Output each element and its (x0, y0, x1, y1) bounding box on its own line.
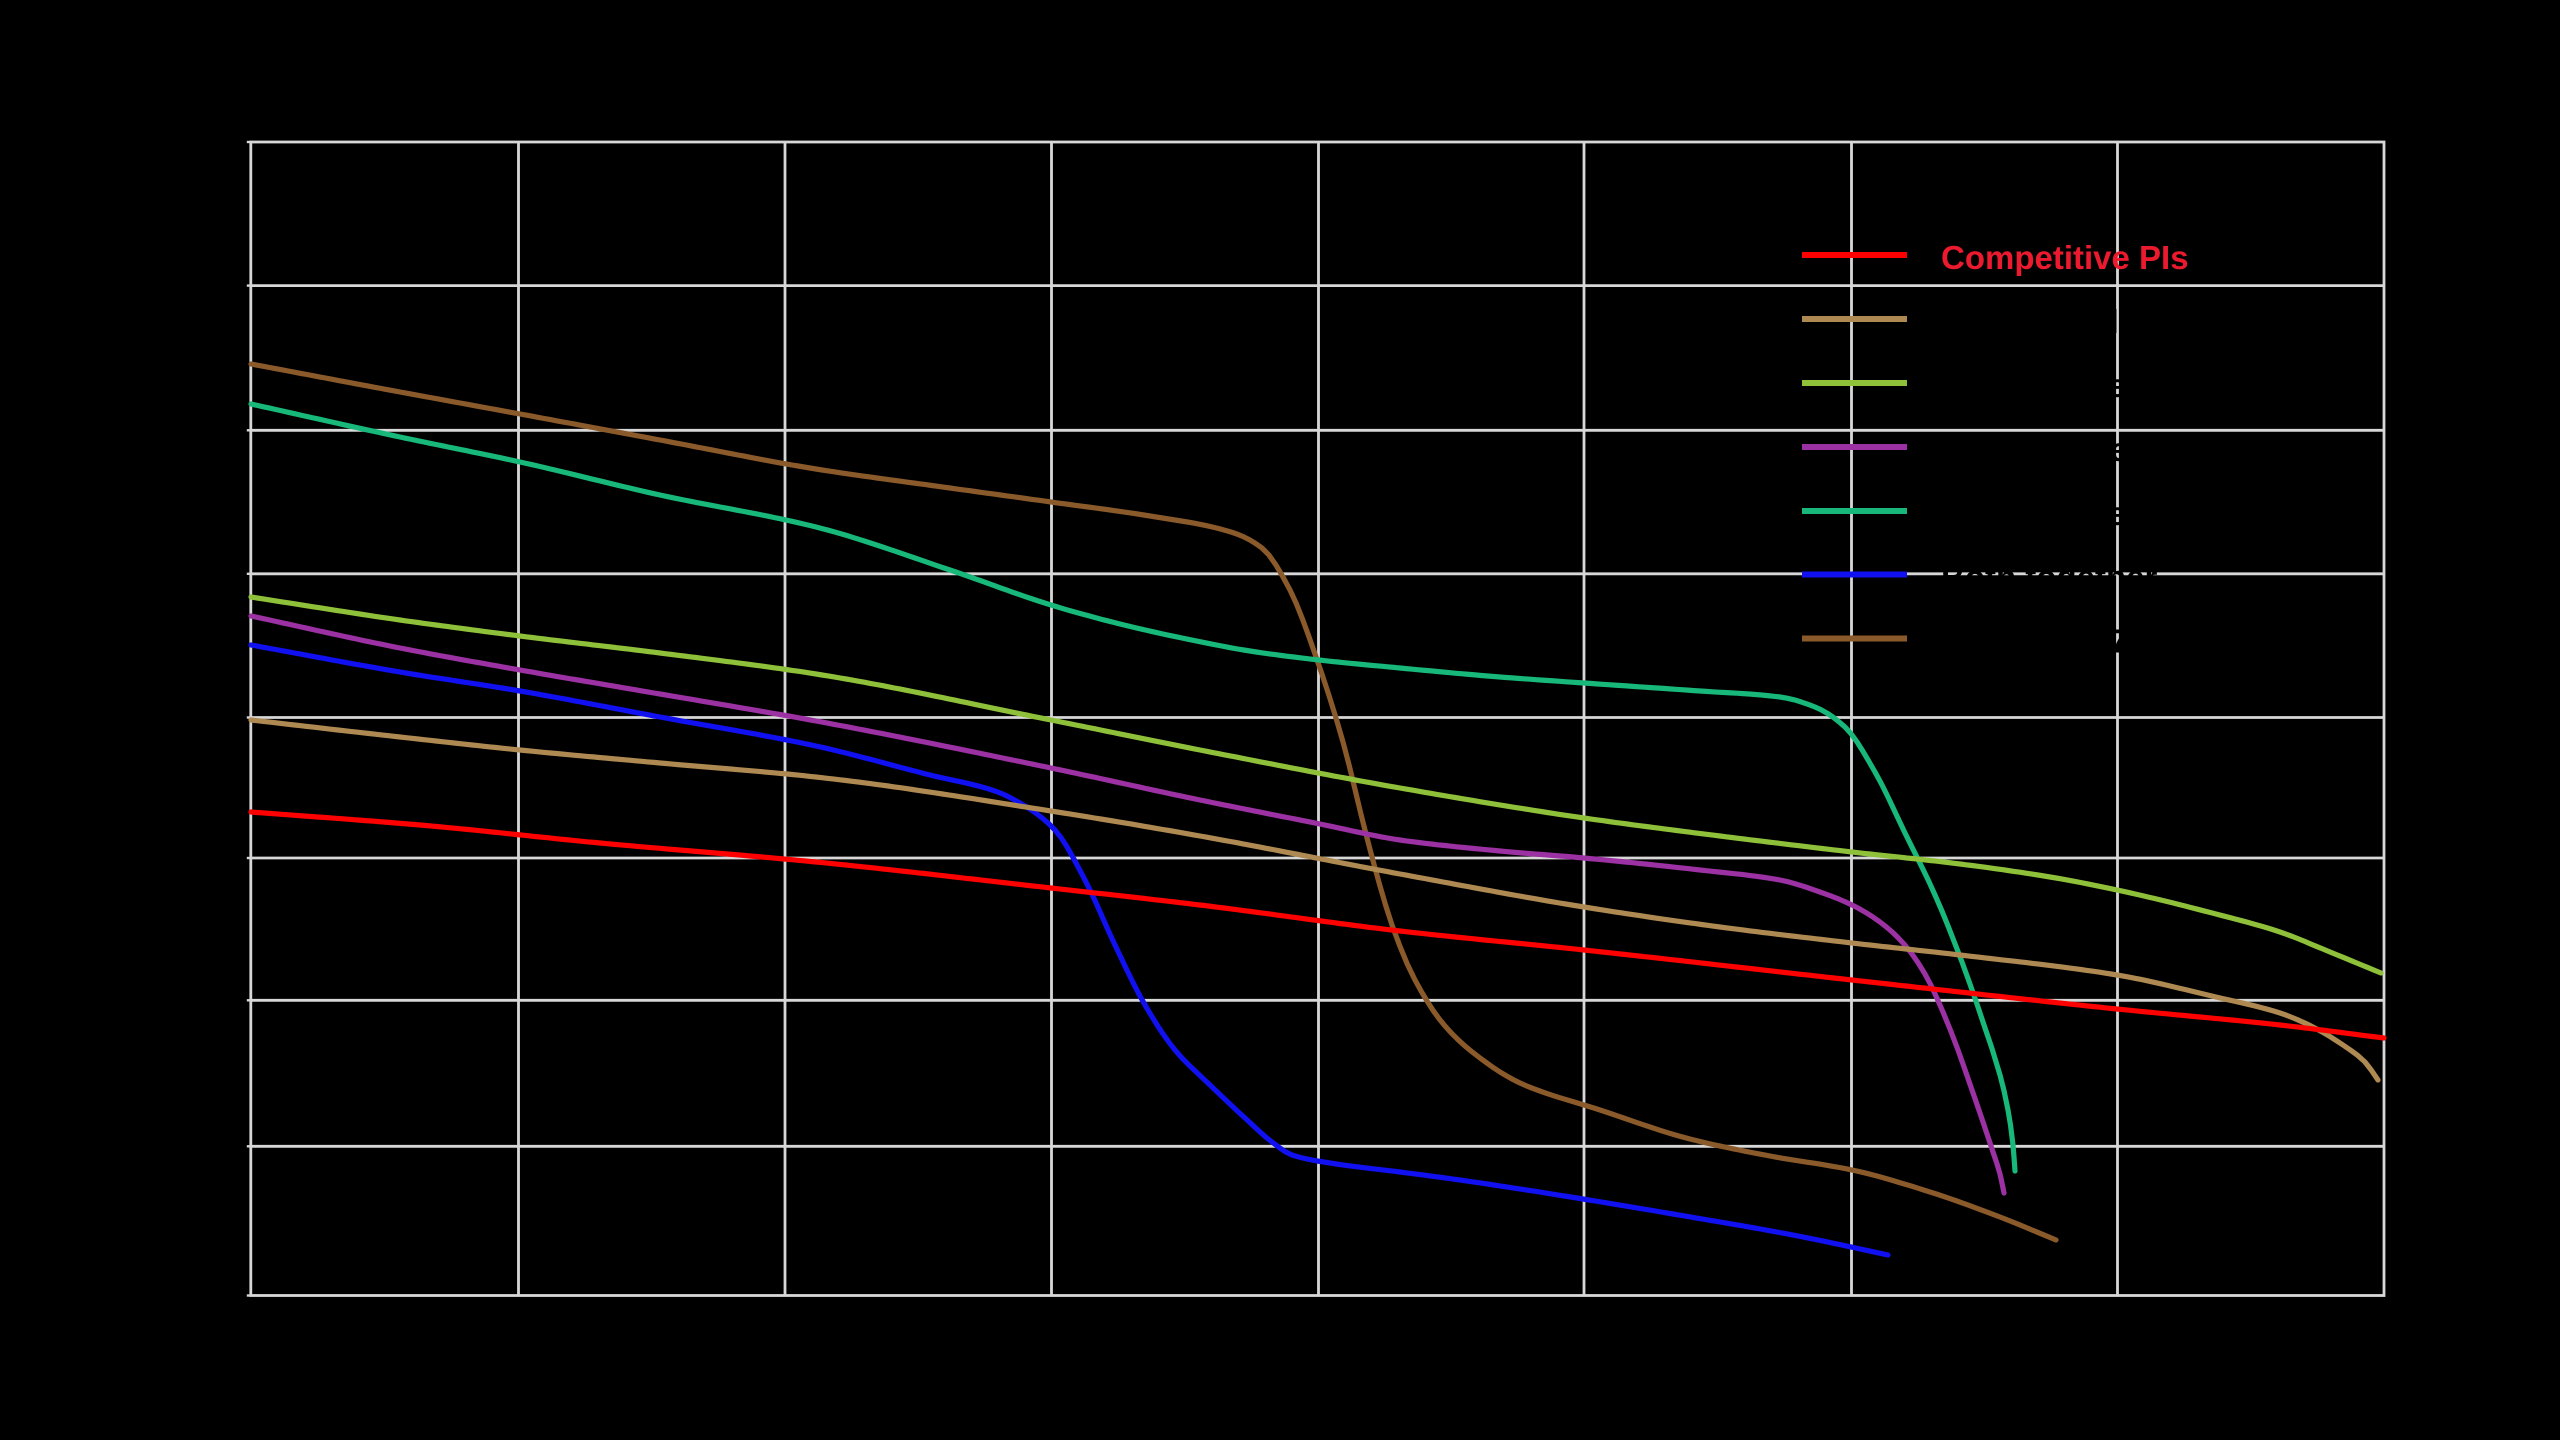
svg-text:Expandable 9k: Expandable 9k (1941, 495, 2173, 532)
svg-text:Monobore 7in: Monobore 7in (1941, 623, 2157, 660)
svg-text:Liner hanger Q: Liner hanger Q (1941, 431, 2176, 468)
svg-text:Competitive PIs: Competitive PIs (1941, 239, 2189, 276)
svg-text:Expandable csg: Expandable csg (1941, 367, 2192, 404)
svg-text:Both together: Both together (1941, 559, 2157, 596)
svg-text:Monobore liner: Monobore liner (1941, 303, 2179, 340)
